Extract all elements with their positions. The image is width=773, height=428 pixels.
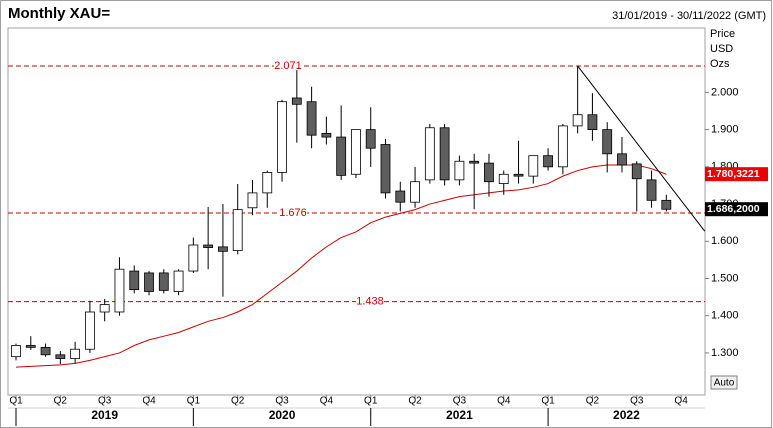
candle-body — [188, 244, 199, 272]
candle-body — [365, 129, 376, 149]
candle-body — [587, 114, 598, 131]
level-label: 1.676 — [279, 207, 307, 219]
value-box — [705, 202, 768, 217]
y-tick-label: 1.900 — [711, 124, 739, 136]
x-tick-label: Q1 — [187, 396, 201, 407]
candle-body — [351, 129, 361, 175]
candle-body — [498, 173, 509, 184]
trendline — [577, 65, 706, 232]
x-tick-label: Q3 — [275, 396, 289, 407]
chart-title: Monthly XAU= — [8, 5, 110, 22]
candle-body — [40, 346, 51, 356]
candle-body — [410, 181, 420, 203]
x-tick-label: Q2 — [586, 396, 600, 407]
auto-button[interactable]: Auto — [714, 378, 735, 389]
year-label: 2021 — [446, 408, 473, 422]
candle-body — [144, 272, 154, 292]
candle-body — [129, 270, 140, 291]
candle-body — [557, 125, 568, 168]
candle-body — [70, 348, 81, 359]
candle-body — [85, 311, 95, 350]
x-tick-label: Q2 — [231, 396, 245, 407]
axis-title: Price — [710, 28, 735, 40]
level-label: 2.071 — [274, 60, 302, 72]
candle-body — [232, 209, 243, 251]
level-label-bg — [274, 59, 302, 72]
axis-title: USD — [710, 43, 733, 55]
x-tick-label: Q3 — [98, 396, 112, 407]
candle-body — [173, 270, 184, 292]
candle-body — [277, 101, 287, 173]
moving-average — [15, 164, 667, 368]
candle-body — [218, 246, 228, 252]
candle-body — [247, 192, 258, 209]
chart-subtitle: 31/01/2019 - 30/11/2022 (GMT) — [612, 10, 766, 22]
value-box-label: 1.780,3221 — [707, 168, 760, 180]
candle-body — [528, 155, 539, 177]
y-tick-label: 1.500 — [711, 272, 739, 284]
x-tick-label: Q2 — [54, 396, 68, 407]
x-tick-label: Q3 — [630, 396, 644, 407]
candle-body — [114, 268, 125, 313]
candle-body — [336, 136, 347, 176]
candle-body — [484, 162, 494, 183]
candle-body — [454, 160, 465, 181]
candle-body — [380, 144, 391, 194]
candle-body — [631, 163, 642, 180]
candle-body — [602, 129, 613, 155]
y-tick-label: 1.300 — [711, 347, 739, 359]
y-tick-label: 2.000 — [711, 86, 739, 98]
year-label: 2019 — [91, 408, 118, 422]
level-label-bg — [279, 206, 307, 219]
candle-body — [661, 199, 672, 210]
x-tick-label: Q1 — [541, 396, 555, 407]
year-label: 2020 — [269, 408, 296, 422]
candle-body — [439, 127, 450, 181]
x-tick-label: Q2 — [408, 396, 422, 407]
candle-body — [513, 173, 524, 177]
value-box-label: 1.686,2000 — [707, 203, 760, 215]
candle-body — [321, 132, 332, 138]
candle-body — [203, 244, 214, 249]
candle-body — [262, 172, 273, 194]
candle-body — [424, 127, 435, 181]
y-tick-label: 1.400 — [711, 310, 739, 322]
x-tick-label: Q4 — [674, 396, 688, 407]
candle-body — [543, 155, 553, 168]
candle-body — [55, 354, 66, 359]
candle-body — [646, 179, 657, 201]
x-tick-label: Q4 — [497, 396, 511, 407]
candle-body — [291, 97, 302, 105]
candle-body — [572, 114, 583, 127]
candle-body — [617, 153, 627, 166]
candle-body — [395, 190, 406, 203]
auto-button-bg[interactable] — [710, 375, 738, 390]
y-tick-label: 1.600 — [711, 235, 739, 247]
year-label: 2022 — [613, 408, 640, 422]
x-tick-label: Q1 — [364, 396, 378, 407]
x-tick-label: Q3 — [453, 396, 467, 407]
candle-body — [469, 160, 480, 164]
axis-title: Ozs — [710, 58, 730, 70]
x-tick-label: Q1 — [9, 396, 23, 407]
candle-body — [99, 304, 110, 313]
level-label-bg — [356, 295, 384, 308]
candle-body — [306, 101, 317, 136]
candle-body — [25, 345, 36, 348]
x-tick-label: Q4 — [320, 396, 334, 407]
candle-body — [11, 345, 21, 358]
x-tick-label: Q4 — [142, 396, 156, 407]
candle-body — [158, 272, 169, 291]
level-label: 1.438 — [356, 295, 384, 307]
value-box — [705, 167, 768, 182]
